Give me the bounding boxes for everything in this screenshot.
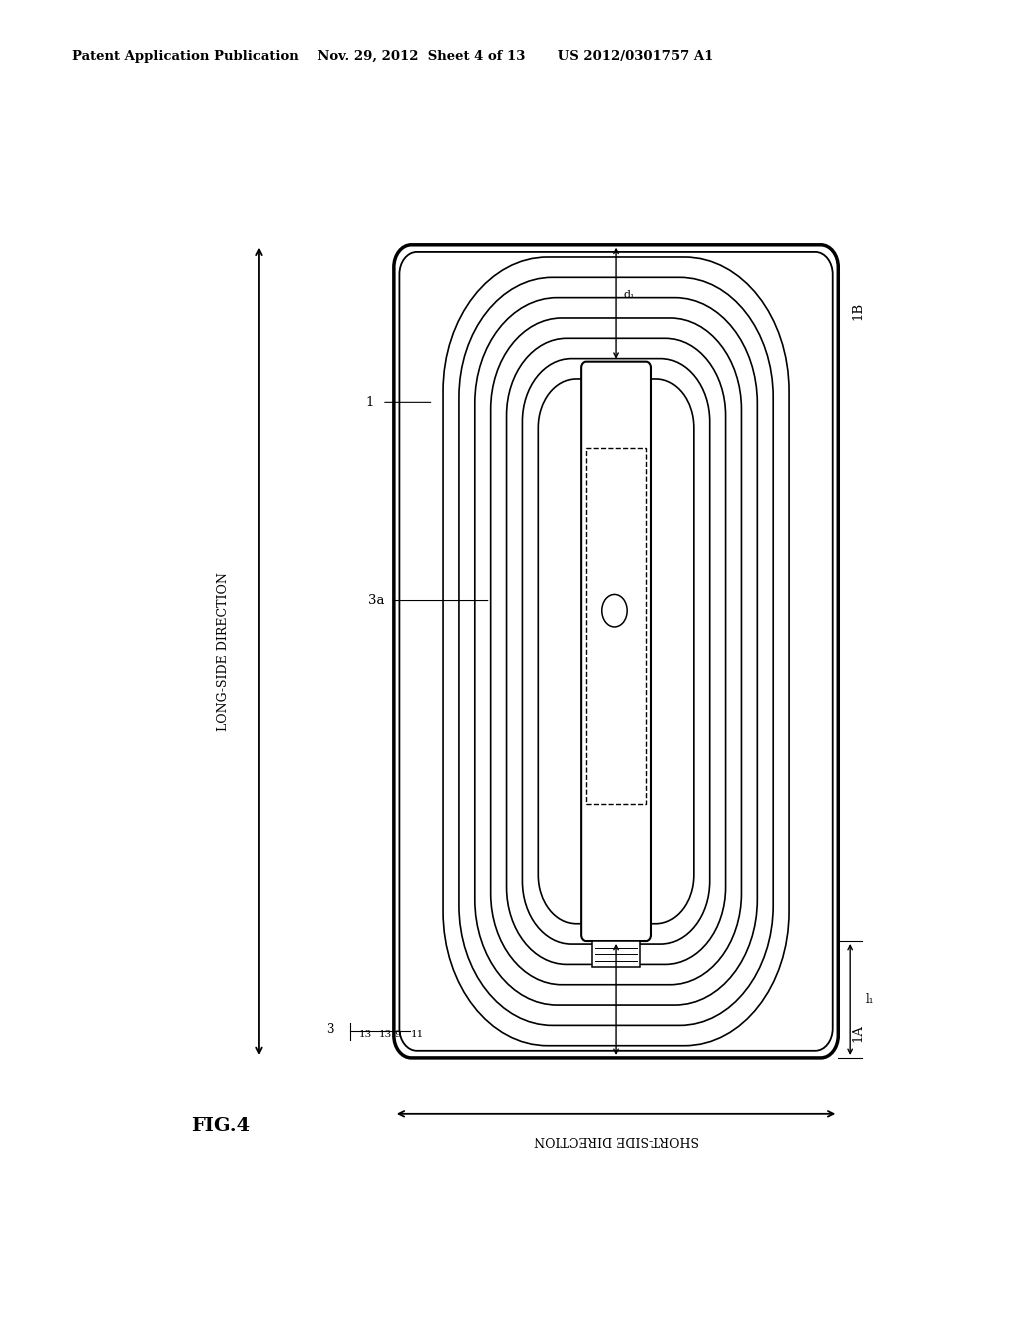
Text: 93: 93: [620, 411, 633, 425]
Text: 9: 9: [394, 1030, 401, 1039]
Text: 1B: 1B: [852, 302, 864, 319]
Text: l₁: l₁: [866, 994, 874, 1006]
Text: 3a: 3a: [368, 594, 384, 607]
Text: Patent Application Publication    Nov. 29, 2012  Sheet 4 of 13       US 2012/030: Patent Application Publication Nov. 29, …: [72, 50, 713, 63]
Bar: [592, 941, 640, 968]
Text: 13: 13: [359, 1030, 372, 1039]
Text: d₁: d₁: [624, 289, 635, 300]
Text: 1: 1: [366, 396, 374, 409]
Text: LONG-SIDE DIRECTION: LONG-SIDE DIRECTION: [217, 572, 229, 731]
Text: FIG.4: FIG.4: [191, 1117, 251, 1135]
Text: SHORT-SIDE DIRECTION: SHORT-SIDE DIRECTION: [534, 1133, 698, 1146]
Text: 3: 3: [327, 1023, 334, 1036]
Text: 93A: 93A: [620, 898, 642, 907]
Text: 1A: 1A: [852, 1023, 864, 1041]
Text: 13: 13: [379, 1030, 392, 1039]
Text: 25: 25: [620, 603, 633, 618]
Bar: [586, 447, 646, 804]
Text: 11: 11: [411, 1030, 424, 1039]
Text: d₁: d₁: [624, 960, 635, 969]
PathPatch shape: [582, 362, 651, 941]
